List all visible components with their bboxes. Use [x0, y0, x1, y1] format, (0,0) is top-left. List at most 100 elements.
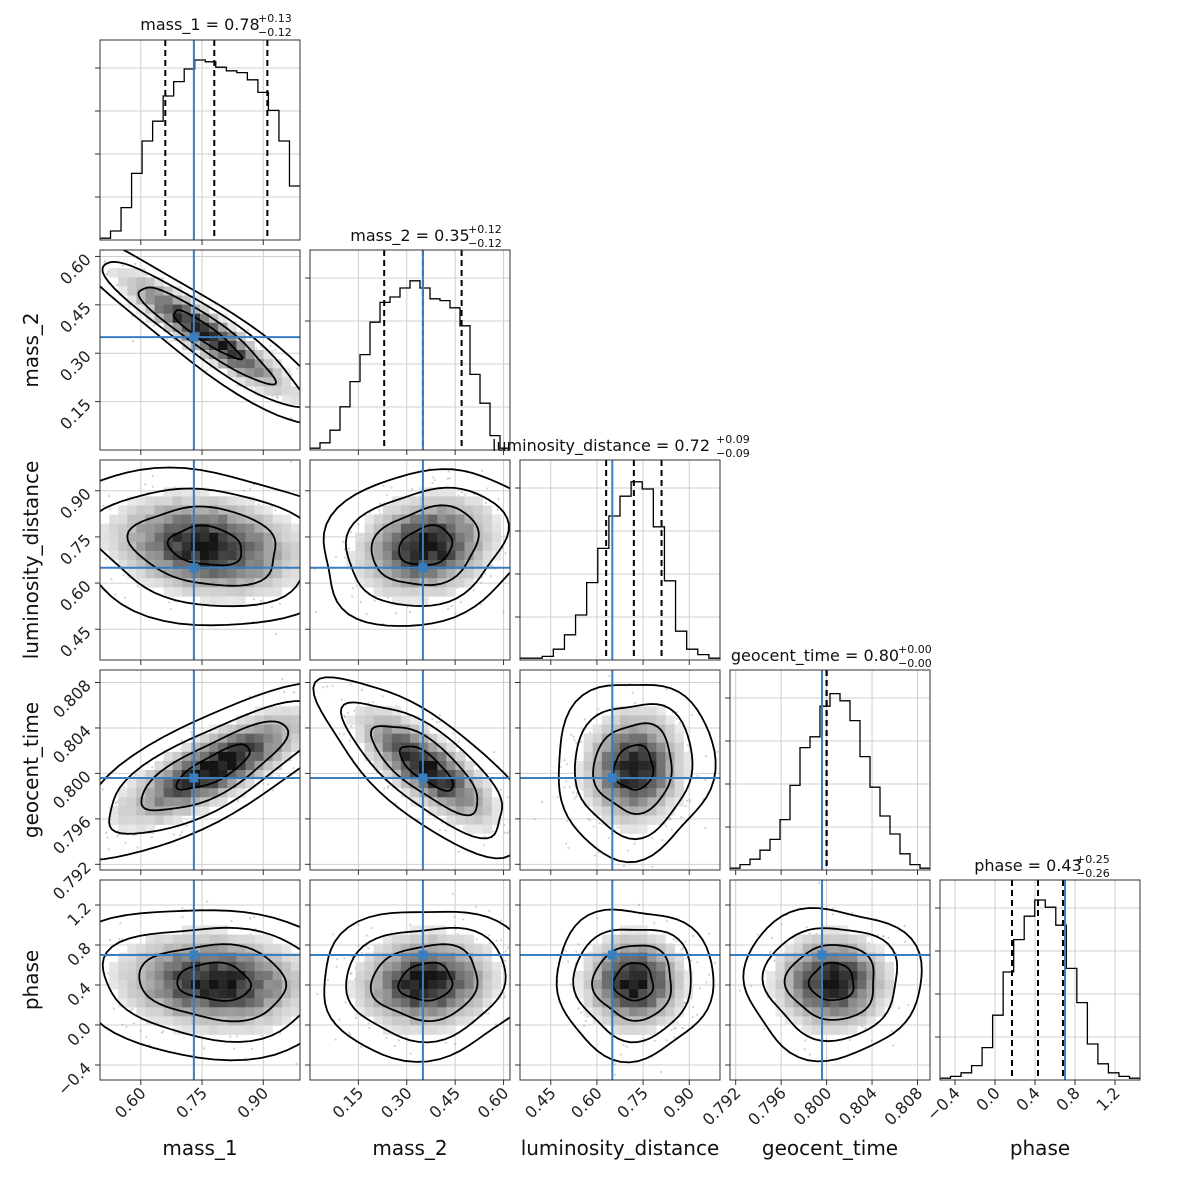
sample-point — [670, 828, 674, 831]
density-cell — [118, 815, 128, 825]
sample-point — [124, 841, 127, 845]
density-cell — [455, 532, 465, 543]
density-cell — [236, 514, 246, 524]
density-cell — [263, 505, 274, 515]
density-cell — [272, 560, 283, 570]
density-cell — [400, 587, 411, 597]
contour-line — [312, 676, 510, 860]
sample-point — [107, 972, 110, 975]
density-cell — [638, 788, 648, 798]
sample-point — [108, 938, 112, 942]
density-cell — [455, 560, 465, 570]
density-cell — [410, 715, 420, 725]
sample-point — [541, 800, 544, 804]
density-cell — [410, 733, 420, 744]
density-cell — [364, 541, 374, 552]
density-cell — [200, 934, 210, 944]
density-cell — [172, 989, 183, 999]
density-cell — [109, 514, 119, 524]
density-cell — [190, 980, 201, 990]
density-panel-mass_1-luminosity_distance: 0.450.600.750.90 — [56, 459, 301, 665]
contour-line — [370, 725, 479, 817]
density-cell — [236, 1007, 246, 1017]
sample-point — [160, 1031, 164, 1034]
density-cell — [163, 751, 174, 762]
density-cell — [200, 788, 210, 798]
sample-point — [341, 540, 345, 544]
density-cell — [154, 770, 164, 780]
density-cell — [592, 733, 603, 744]
contour-line — [398, 524, 454, 566]
density-cell — [181, 322, 192, 333]
sample-point — [340, 698, 344, 701]
density-cell — [290, 742, 300, 753]
sample-point — [351, 587, 355, 590]
density-cell — [172, 961, 183, 972]
density-cell — [227, 943, 237, 954]
density-cell — [209, 970, 219, 981]
density-cell — [428, 496, 438, 506]
density-cell — [227, 541, 237, 552]
density-cell — [272, 587, 283, 597]
sample-point — [492, 830, 495, 833]
sample-point — [190, 731, 193, 734]
density-cell — [236, 578, 246, 588]
density-cell — [263, 368, 274, 378]
density-cell — [209, 797, 219, 807]
density-cell — [464, 797, 474, 807]
density-cell — [382, 724, 393, 734]
density-cell — [473, 514, 484, 524]
sample-point — [249, 917, 252, 920]
density-cell — [290, 532, 300, 543]
density-cell — [647, 788, 657, 798]
density-cell — [227, 1007, 237, 1017]
sample-point — [279, 1032, 282, 1035]
sample-point — [276, 397, 279, 400]
density-cell — [127, 998, 137, 1008]
density-cell — [346, 715, 356, 725]
density-cell — [172, 998, 183, 1008]
sample-point — [295, 1062, 298, 1065]
density-cell — [163, 998, 174, 1008]
density-cell — [647, 742, 657, 753]
contour-line — [100, 487, 300, 608]
sample-point — [367, 701, 370, 704]
density-cell — [136, 532, 146, 543]
density-cell — [218, 751, 228, 762]
density-cell — [290, 541, 300, 552]
sample-point — [633, 842, 636, 845]
sample-point — [689, 800, 692, 803]
truth-marker — [189, 332, 199, 342]
sample-point — [121, 1023, 124, 1026]
density-cell — [373, 742, 384, 753]
density-layer — [310, 460, 510, 660]
density-cell — [236, 779, 246, 789]
density-cell — [601, 770, 612, 780]
density-cell — [236, 943, 246, 954]
density-cell — [227, 733, 237, 744]
density-cell — [482, 824, 493, 834]
density-cell — [382, 587, 393, 597]
density-cell — [391, 532, 402, 543]
density-cell — [400, 569, 411, 579]
density-cell — [136, 505, 146, 515]
density-cell — [172, 569, 183, 579]
sample-point — [125, 1025, 128, 1029]
density-cell — [446, 514, 456, 524]
density-cell — [209, 359, 219, 369]
density-cell — [227, 751, 237, 762]
density-cell — [245, 779, 255, 789]
density-cell — [373, 514, 384, 524]
density-cell — [263, 715, 274, 725]
density-cell — [656, 715, 666, 725]
density-cell — [610, 806, 621, 816]
density-cell — [145, 770, 155, 780]
sample-point — [275, 395, 278, 398]
density-cell — [601, 806, 612, 816]
density-cell — [172, 806, 183, 816]
sample-point — [152, 324, 155, 327]
sample-point — [365, 612, 368, 616]
density-cell — [254, 587, 264, 597]
sample-point — [233, 1047, 236, 1050]
truth-marker — [418, 773, 428, 783]
